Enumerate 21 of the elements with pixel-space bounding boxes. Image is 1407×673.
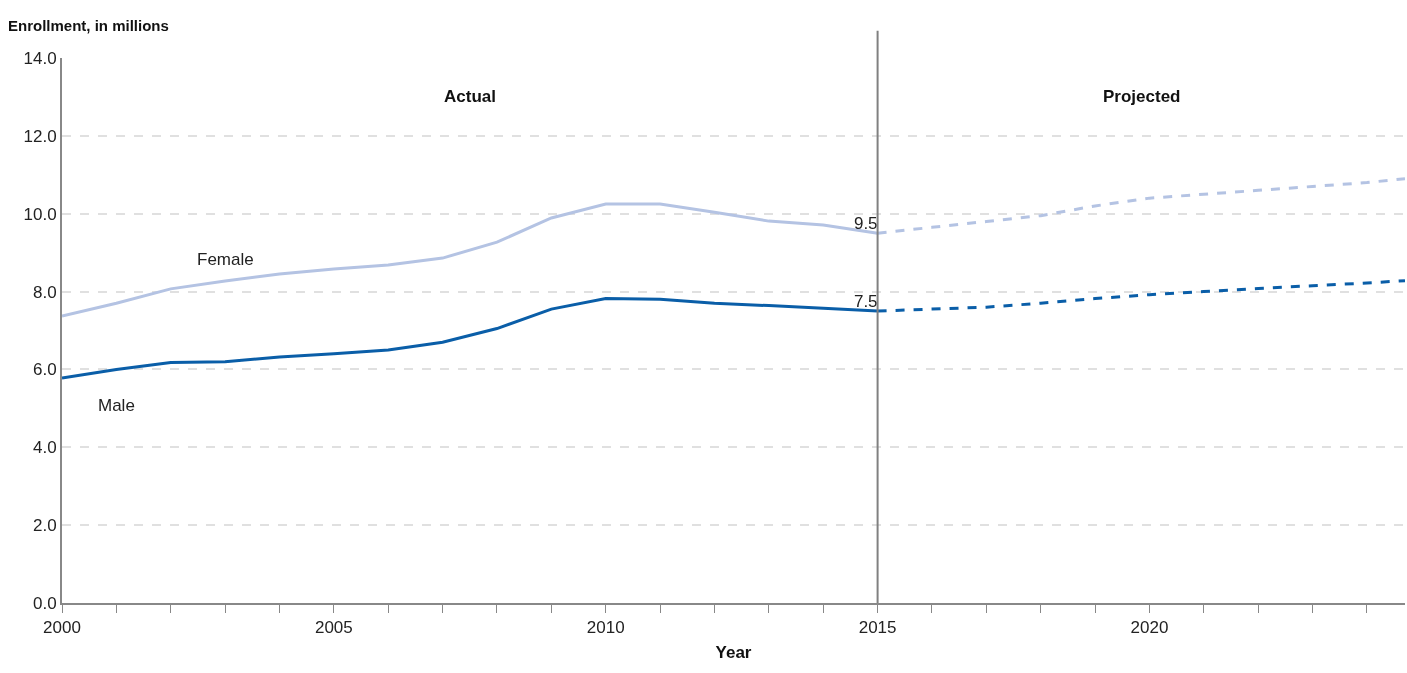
x-tick-label: 2005 xyxy=(314,618,353,638)
x-tick-label: 2010 xyxy=(586,618,625,638)
x-tick-label: 2000 xyxy=(43,618,81,638)
x-axis-title: Year xyxy=(715,643,752,663)
data-label: 9.5 xyxy=(853,213,878,233)
data-label: 7.5 xyxy=(853,291,878,311)
y-tick-label: 14.0 xyxy=(23,48,57,68)
annotation: Projected xyxy=(1103,87,1181,106)
y-tick-label: 8.0 xyxy=(32,282,57,302)
series-label: Male xyxy=(98,396,135,415)
x-tick-label: 2020 xyxy=(1130,618,1169,638)
y-tick-label: 12.0 xyxy=(23,126,57,146)
y-tick-label: 2.0 xyxy=(32,516,57,536)
y-tick-label: 10.0 xyxy=(23,204,57,224)
annotation: Actual xyxy=(444,87,496,106)
y-axis-title: Enrollment, in millions xyxy=(8,17,169,34)
y-tick-label: 6.0 xyxy=(32,360,57,380)
y-tick-label: 4.0 xyxy=(32,438,57,458)
x-tick-label: 2015 xyxy=(858,618,897,638)
series-label: Female xyxy=(197,250,254,269)
y-tick-label: 0.0 xyxy=(32,593,57,613)
